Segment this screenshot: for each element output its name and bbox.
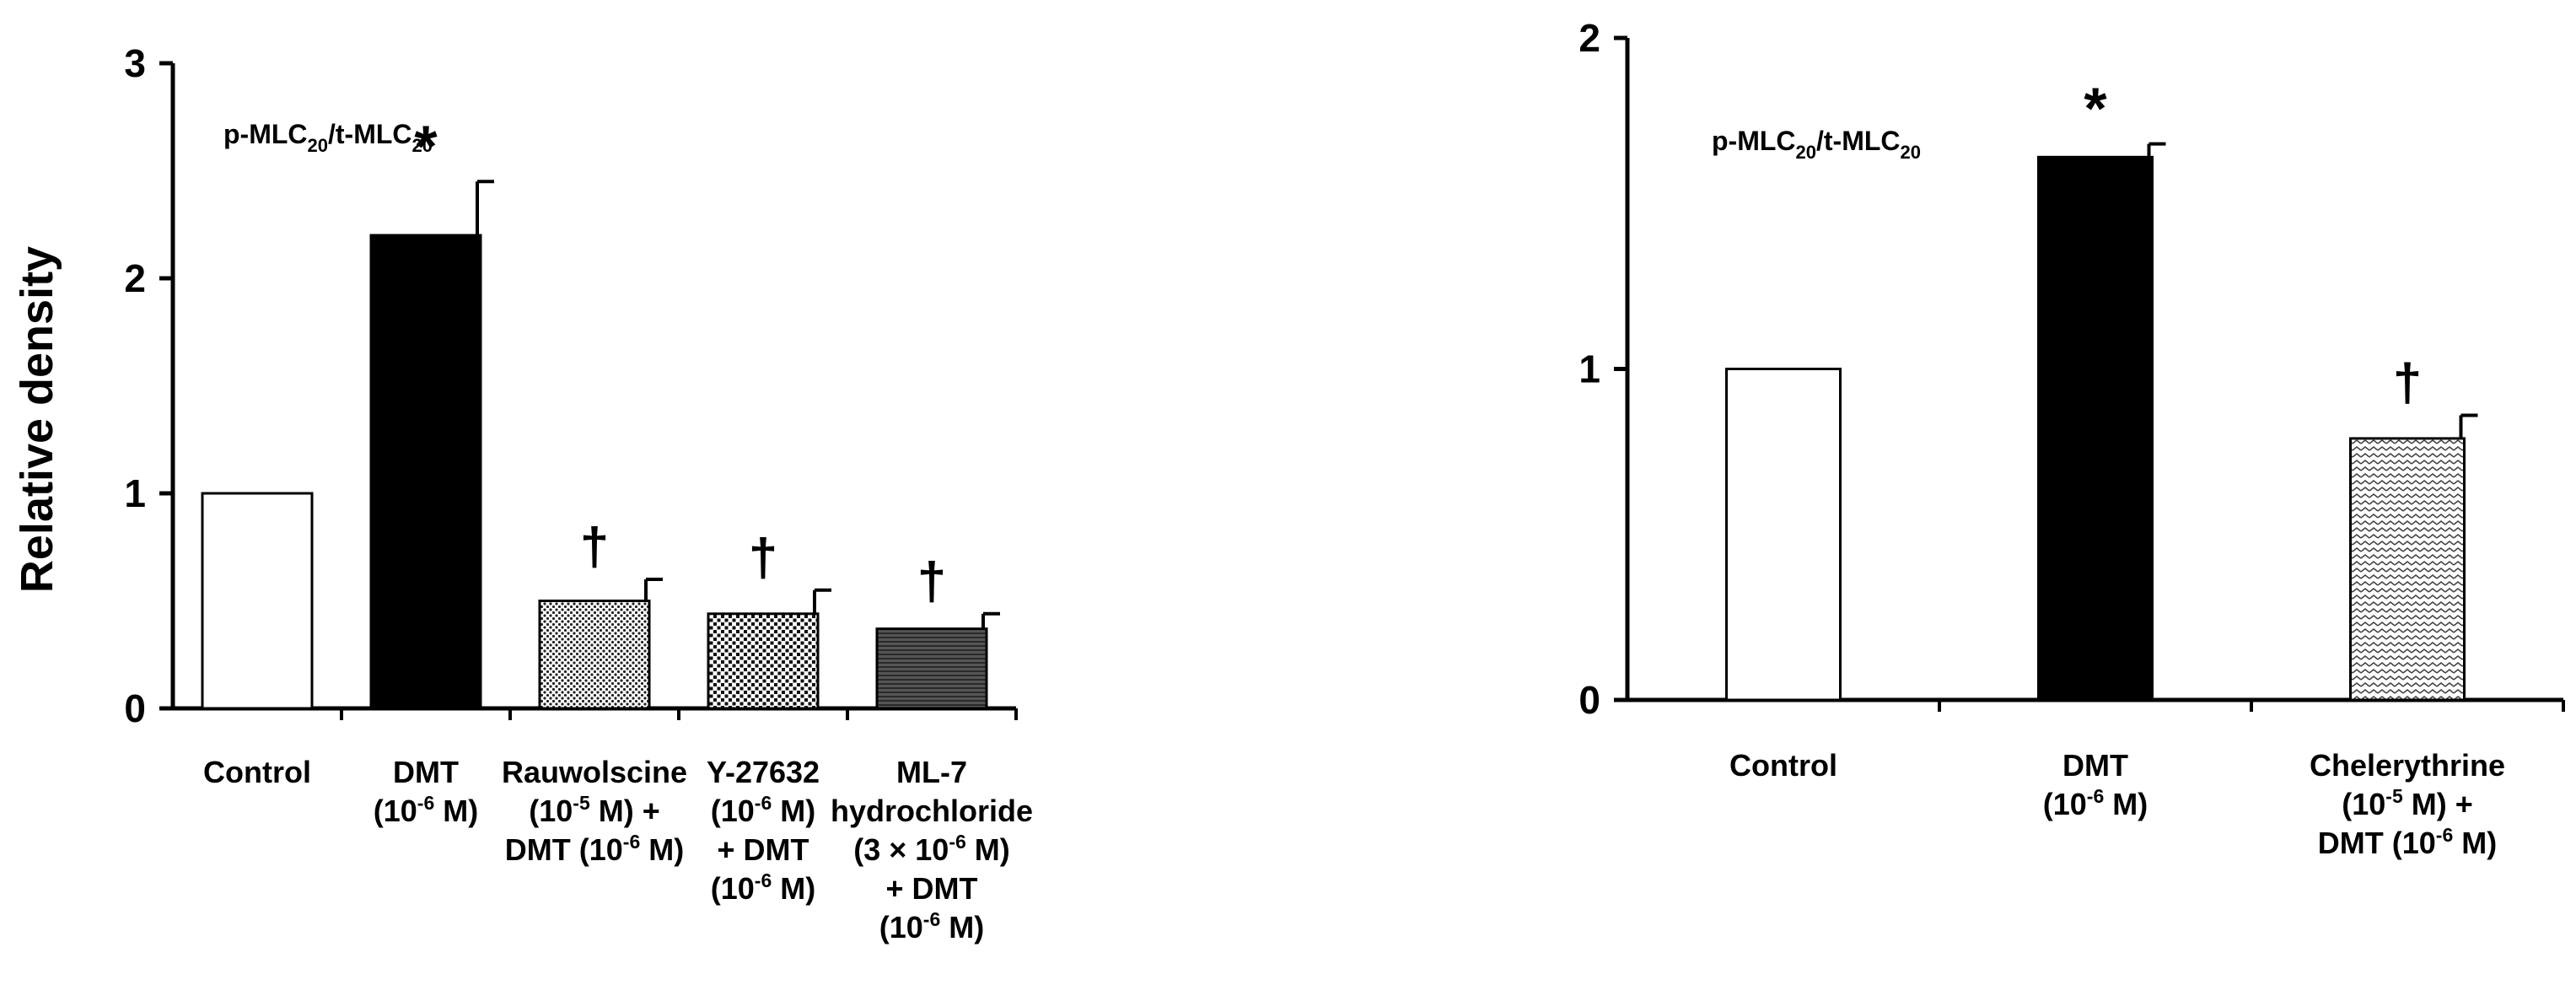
x-category-label: (10-6 M) — [711, 869, 815, 906]
bar-4 — [707, 612, 820, 710]
x-category-label: (10-6 M) — [2043, 785, 2148, 821]
x-category-label: DMT — [393, 755, 459, 789]
bar-1 — [201, 492, 314, 710]
x-category-label: + DMT — [885, 871, 977, 906]
significance-mark: † — [580, 518, 609, 576]
significance-mark: * — [414, 113, 438, 179]
y-tick-label: 3 — [124, 41, 146, 85]
chart-panel-2: 0 1 2 Control * DMT(10-6 M) † Chelerythrine(10-… — [1578, 16, 2565, 860]
y-axis-label: Relative density — [12, 246, 62, 593]
x-category-label: + DMT — [717, 832, 809, 867]
bar-3 — [2349, 437, 2466, 702]
bar-1 — [1725, 368, 1842, 702]
significance-mark: * — [2084, 76, 2107, 142]
x-category-label: Control — [203, 755, 311, 789]
x-category-label: (10-6 M) — [374, 792, 478, 828]
x-category-label: (10-5 M) + — [2342, 785, 2473, 821]
x-category-label: Y-27632 — [707, 755, 820, 789]
x-category-label: Rauwolscine — [502, 755, 687, 789]
y-tick-label: 2 — [1578, 16, 1600, 60]
bar-2 — [369, 234, 482, 710]
y-tick-label: 1 — [1578, 347, 1600, 391]
y-tick-label: 2 — [124, 256, 146, 300]
y-tick-label: 1 — [124, 471, 146, 515]
x-category-label: Chelerythrine — [2310, 748, 2505, 783]
ratio-annotation: p-MLC20/t-MLC20 — [1712, 126, 1921, 163]
y-tick-label: 0 — [124, 686, 146, 730]
significance-mark: † — [749, 529, 777, 587]
bar-5 — [875, 627, 988, 710]
x-category-label: (10-6 M) — [879, 908, 984, 944]
x-category-label: (10-6 M) — [711, 792, 815, 828]
x-category-label: ML-7 — [896, 755, 967, 789]
x-category-label: DMT (10-6 M) — [2318, 824, 2497, 860]
significance-mark: † — [2393, 353, 2422, 412]
ratio-annotation: p-MLC20/t-MLC20 — [223, 119, 433, 156]
bar-3 — [538, 600, 651, 710]
y-tick-label: 0 — [1578, 678, 1600, 722]
x-category-label: Control — [1729, 748, 1837, 783]
significance-mark: † — [917, 552, 946, 611]
x-category-label: DMT — [2062, 748, 2128, 783]
x-category-label: (3 × 10-6 M) — [853, 831, 1010, 867]
x-category-label: (10-5 M) + — [529, 792, 660, 828]
x-category-label: DMT (10-6 M) — [505, 831, 684, 867]
x-category-label: hydrochloride — [831, 794, 1033, 828]
bar-2 — [2037, 155, 2154, 702]
